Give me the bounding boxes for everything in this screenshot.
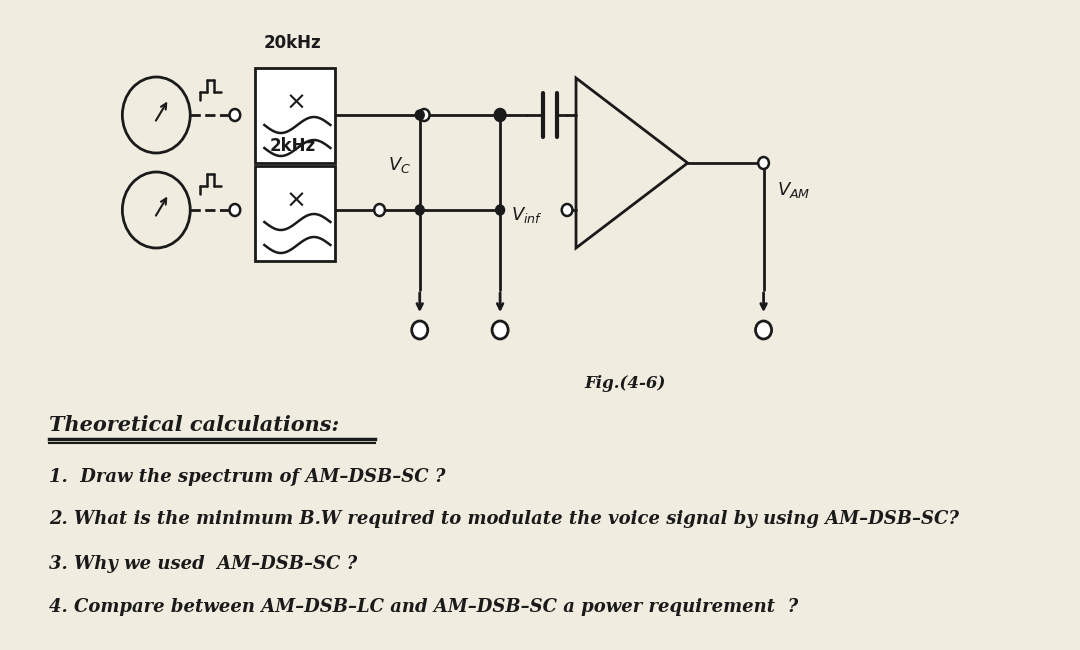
Circle shape — [411, 321, 428, 339]
Text: 1.  Draw the spectrum of AM–DSB–SC ?: 1. Draw the spectrum of AM–DSB–SC ? — [49, 468, 445, 486]
Circle shape — [230, 109, 240, 121]
Circle shape — [416, 110, 424, 120]
Text: Theoretical calculations:: Theoretical calculations: — [49, 415, 339, 435]
Text: 3. Why we used  AM–DSB–SC ?: 3. Why we used AM–DSB–SC ? — [49, 555, 357, 573]
Text: $V_C$: $V_C$ — [388, 155, 410, 175]
Circle shape — [758, 157, 769, 169]
Text: $\times$: $\times$ — [285, 90, 305, 114]
Bar — [255, 166, 335, 261]
Circle shape — [492, 321, 509, 339]
Text: 4. Compare between AM–DSB–LC and AM–DSB–SC a power requirement  ?: 4. Compare between AM–DSB–LC and AM–DSB–… — [49, 598, 798, 616]
Text: 2kHz: 2kHz — [270, 137, 316, 155]
Text: $V_{inf}$: $V_{inf}$ — [511, 205, 542, 225]
Text: $\times$: $\times$ — [285, 188, 305, 212]
Circle shape — [496, 110, 504, 120]
Text: $V_{AM}$: $V_{AM}$ — [777, 180, 810, 200]
Circle shape — [495, 109, 505, 121]
Circle shape — [374, 204, 384, 216]
Circle shape — [416, 205, 424, 215]
Circle shape — [230, 204, 240, 216]
Circle shape — [756, 321, 771, 339]
Text: 2. What is the minimum B.W required to modulate the voice signal by using AM–DSB: 2. What is the minimum B.W required to m… — [49, 510, 959, 528]
Text: 20kHz: 20kHz — [265, 34, 322, 52]
Circle shape — [419, 109, 430, 121]
Circle shape — [562, 204, 572, 216]
Bar — [255, 68, 335, 163]
Text: Fig.(4-6): Fig.(4-6) — [584, 375, 666, 392]
Circle shape — [496, 205, 504, 215]
